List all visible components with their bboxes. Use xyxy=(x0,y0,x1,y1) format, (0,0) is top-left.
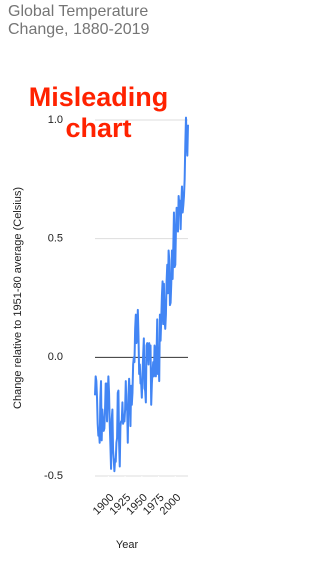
y-tick-label: 0.0 xyxy=(48,351,63,363)
page: {"chart_data": {"type": "line", "title":… xyxy=(8,3,189,551)
y-axis-label: Change relative to 1951-80 average (Cels… xyxy=(12,187,24,409)
x-axis-label: Year xyxy=(116,539,139,551)
y-tick-label: -0.5 xyxy=(44,470,63,482)
data-line xyxy=(94,116,189,473)
y-tick-label: 1.0 xyxy=(48,114,63,126)
chart-title: Global Temperature Change, 1880-2019 xyxy=(8,3,150,38)
chart: Year Change relative to 1951-80 average … xyxy=(12,114,189,551)
y-tick-label: 0.5 xyxy=(48,233,63,245)
annotation: Misleading chart xyxy=(28,82,169,143)
